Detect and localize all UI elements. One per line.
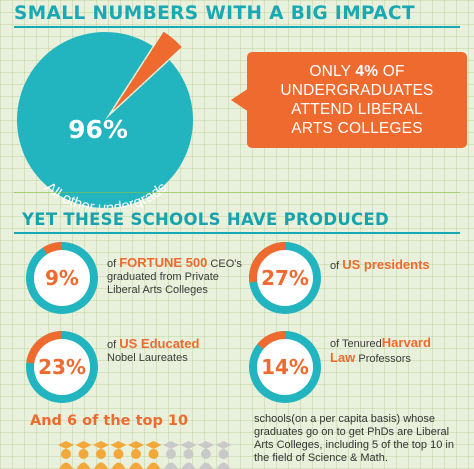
stat-percent: 9% xyxy=(45,266,79,290)
callout-line-3: ATTEND LIBERAL xyxy=(291,101,423,118)
graduation-cap-icon-muted xyxy=(180,441,197,469)
stat-ring-fortune500: 9% xyxy=(22,238,102,318)
graduation-cap-icon-muted xyxy=(163,441,179,469)
stat-description-harvard: of TenuredHarvard Law Professors xyxy=(330,335,431,365)
callout-percent: 4% xyxy=(355,63,379,80)
subhead: YET THESE SCHOOLS HAVE PRODUCED xyxy=(22,210,389,229)
callout-text: ONLY 4% OF UNDERGRADUATES ATTEND LIBERAL… xyxy=(252,62,462,138)
headline: SMALL NUMBERS WITH A BIG IMPACT xyxy=(14,3,415,24)
stat-percent: 14% xyxy=(261,355,309,379)
graduation-cap-icon-highlighted xyxy=(128,441,144,469)
ring-center xyxy=(34,339,90,395)
stat-ring-nobel: 23% xyxy=(22,327,102,407)
graduation-cap-icon-muted xyxy=(215,441,232,469)
top10-headline: And 6 of the top 10 xyxy=(30,413,189,429)
stat-description-fortune500: of FORTUNE 500 CEO's graduated from Priv… xyxy=(107,255,242,296)
graduation-cap-icon-highlighted xyxy=(75,441,92,469)
pie-chart: 96% All other undergrads xyxy=(0,28,230,217)
callout-line-4: ARTS COLLEGES xyxy=(291,120,423,137)
ring-center xyxy=(34,250,90,306)
callout-line-2: UNDERGRADUATES xyxy=(280,82,434,99)
headline-rule xyxy=(14,26,460,28)
graduation-cap-icon-highlighted xyxy=(93,441,109,469)
stat-ring-presidents: 27% xyxy=(245,238,325,318)
pie-slice-major xyxy=(17,32,194,208)
stat-ring-harvard: 14% xyxy=(245,327,325,407)
top10-description: schools(on a per capita basis) whose gra… xyxy=(254,413,454,464)
graduation-cap-icon-highlighted xyxy=(145,441,162,469)
stat-description-nobel: of US Educated Nobel Laureates xyxy=(107,336,200,364)
stat-percent: 27% xyxy=(261,266,309,290)
subhead-rule xyxy=(14,232,460,234)
graduation-cap-icon-muted xyxy=(198,441,214,469)
pie-svg: 96% All other undergrads xyxy=(17,31,194,217)
section-divider xyxy=(14,192,460,193)
graduation-cap-icon-highlighted xyxy=(110,441,127,469)
callout-line-1: ONLY 4% OF xyxy=(309,63,405,80)
callout-box xyxy=(247,52,467,148)
ring-center xyxy=(257,339,313,395)
callout-pointer xyxy=(231,88,249,112)
stat-percent: 23% xyxy=(38,355,86,379)
pie-major-label: 96% xyxy=(68,115,128,144)
graduation-cap-row xyxy=(56,436,236,469)
ring-center xyxy=(257,250,313,306)
stat-description-presidents: of US presidents xyxy=(330,257,430,272)
pie-slice-minor xyxy=(112,31,182,111)
graduation-cap-icon-highlighted xyxy=(58,441,74,469)
